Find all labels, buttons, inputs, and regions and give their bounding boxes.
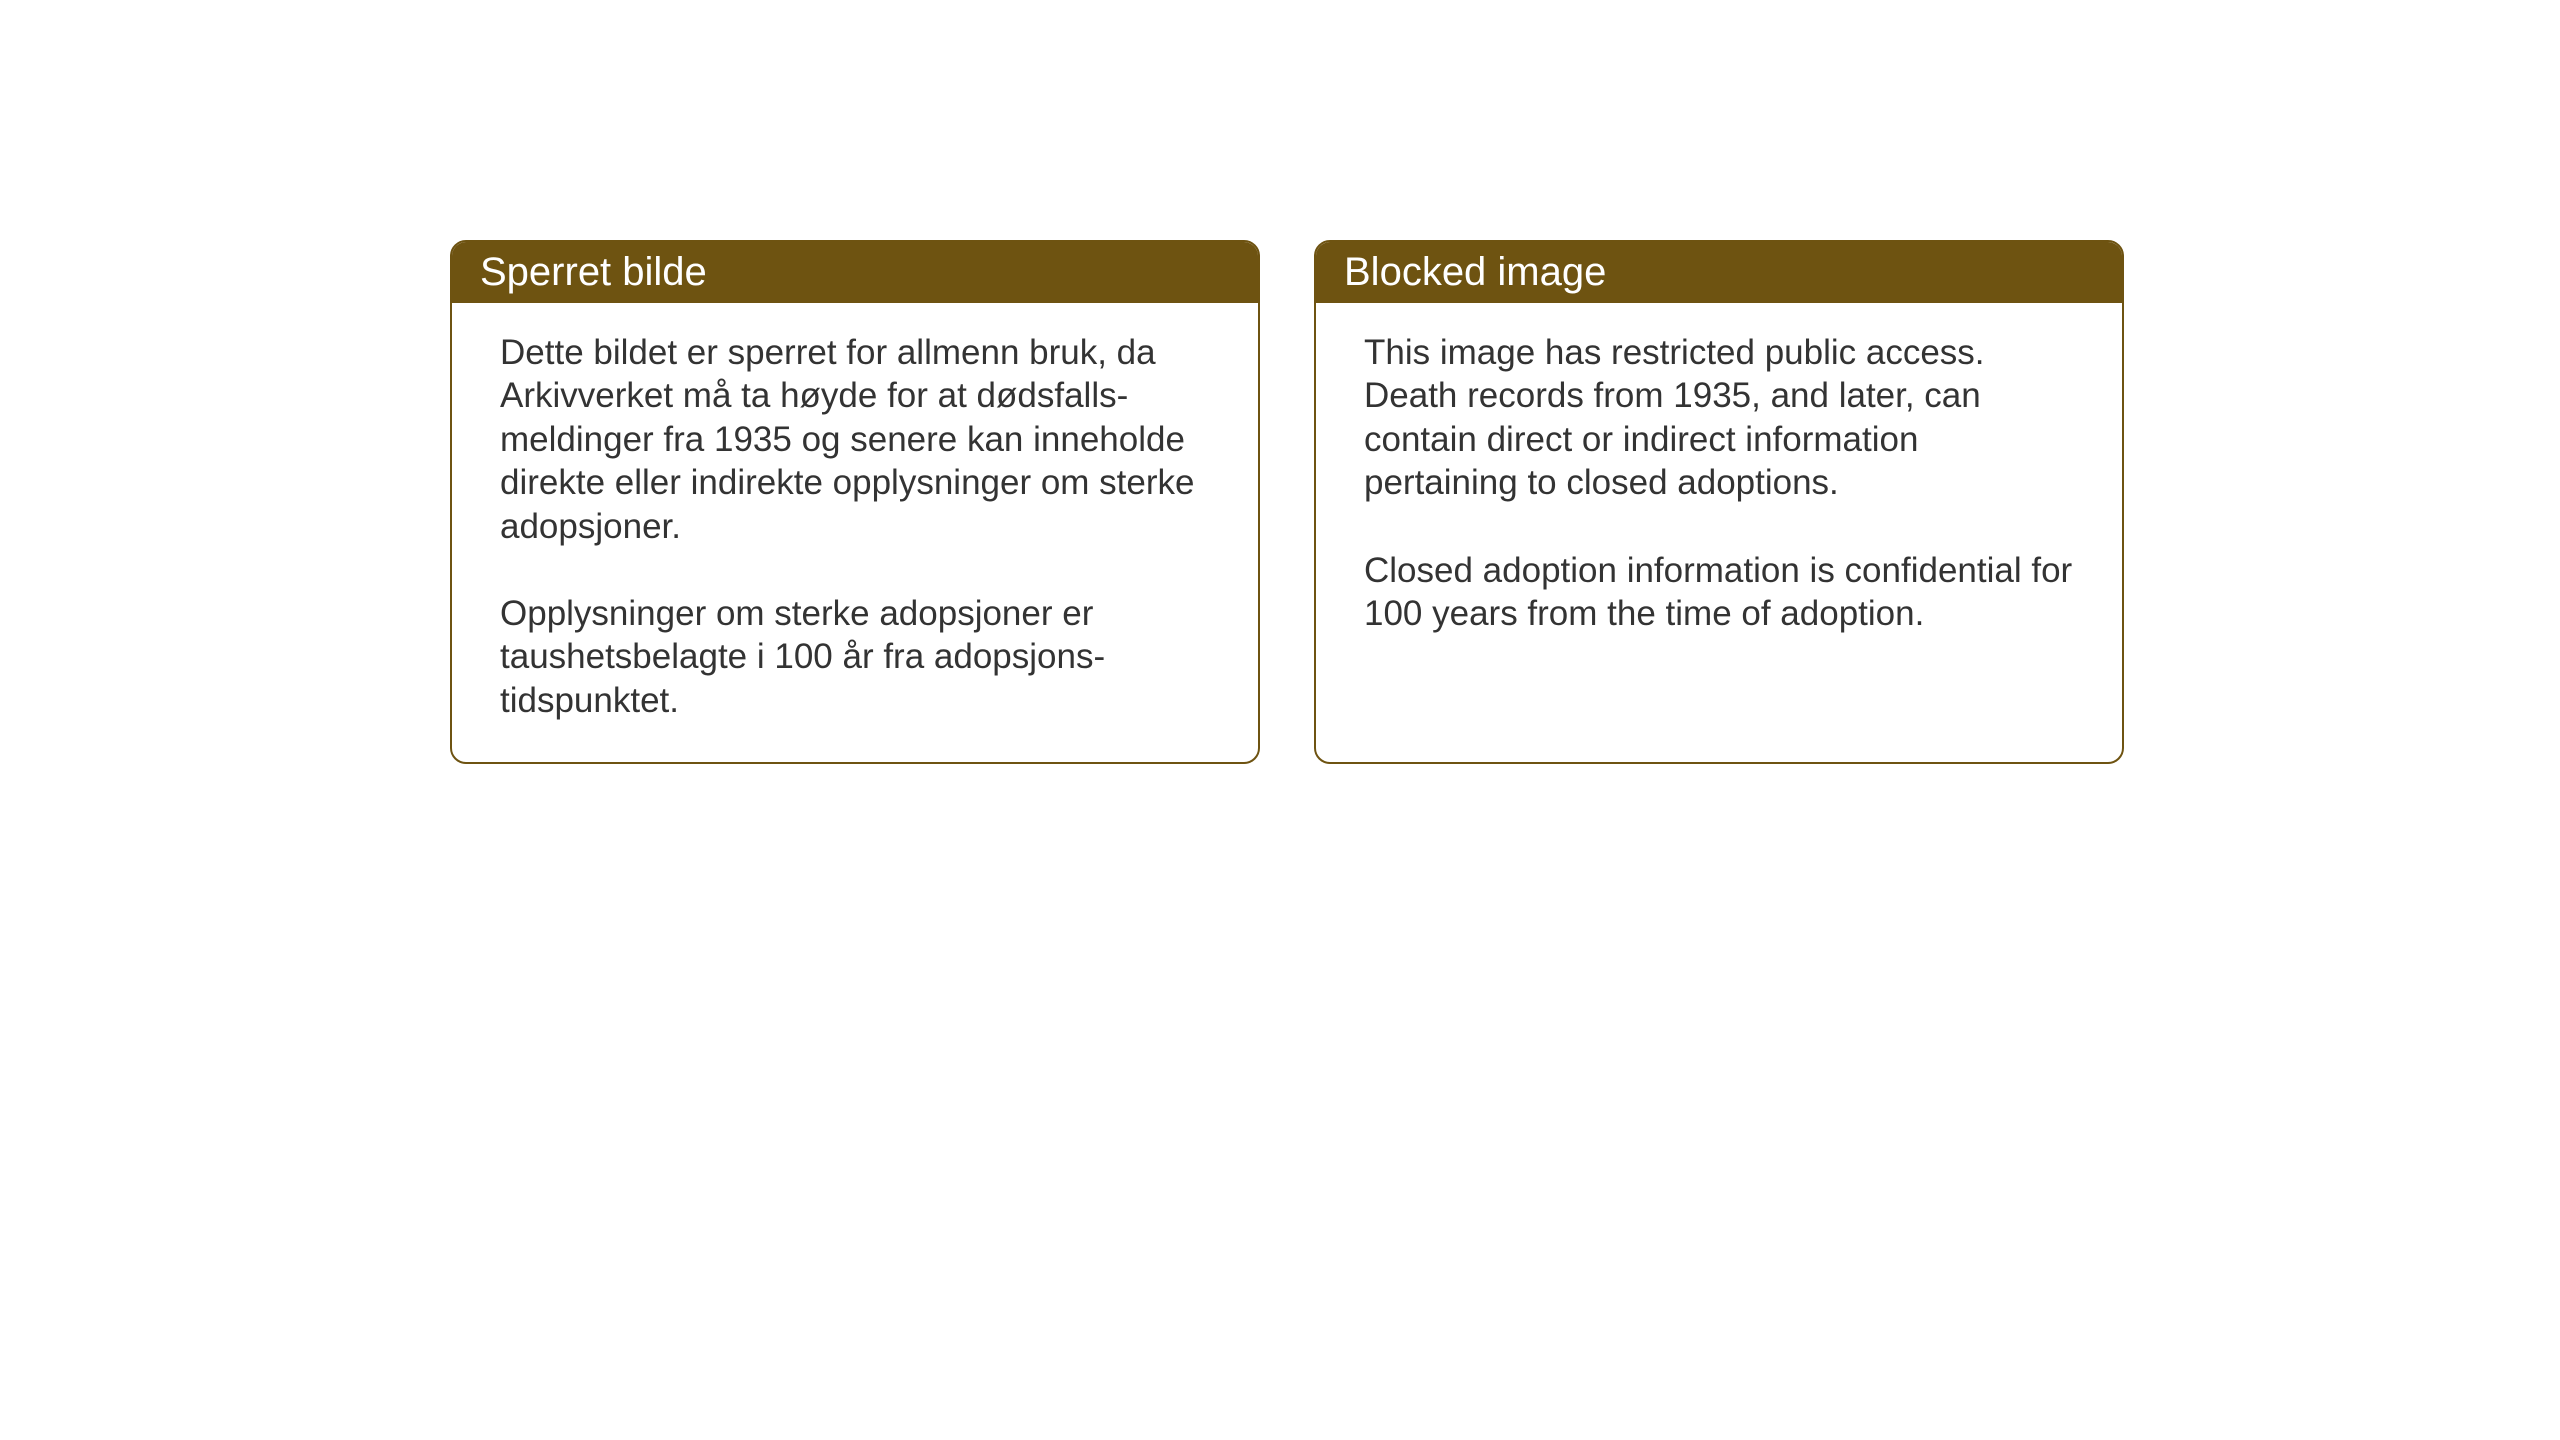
card-title: Blocked image — [1344, 250, 1606, 294]
card-body-english: This image has restricted public access.… — [1316, 303, 2122, 743]
card-header-norwegian: Sperret bilde — [452, 242, 1258, 303]
notice-card-english: Blocked image This image has restricted … — [1314, 240, 2124, 764]
card-paragraph: This image has restricted public access.… — [1364, 331, 2074, 505]
card-body-norwegian: Dette bildet er sperret for allmenn bruk… — [452, 303, 1258, 762]
card-paragraph: Opplysninger om sterke adopsjoner er tau… — [500, 592, 1210, 722]
card-header-english: Blocked image — [1316, 242, 2122, 303]
card-paragraph: Dette bildet er sperret for allmenn bruk… — [500, 331, 1210, 548]
notice-cards-container: Sperret bilde Dette bildet er sperret fo… — [450, 240, 2124, 764]
card-title: Sperret bilde — [480, 250, 707, 294]
notice-card-norwegian: Sperret bilde Dette bildet er sperret fo… — [450, 240, 1260, 764]
card-paragraph: Closed adoption information is confident… — [1364, 549, 2074, 636]
